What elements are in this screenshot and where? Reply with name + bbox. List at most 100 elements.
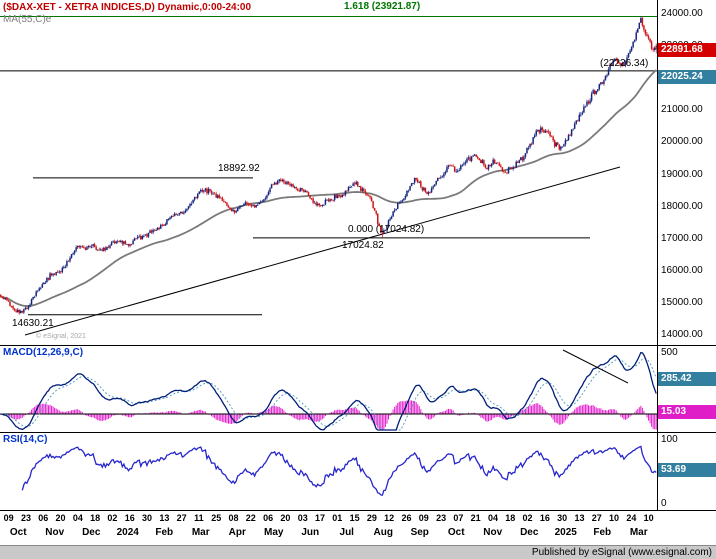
up-candle-bodies [4, 18, 656, 314]
x-axis-month-label: 2025 [554, 527, 577, 538]
x-axis-day-label: 09 [3, 513, 14, 523]
resistance-level-label: 18892.92 [218, 163, 260, 174]
axis-tick-label: 20000.00 [661, 136, 703, 148]
x-axis-day-label: 15 [349, 513, 360, 523]
time-axis[interactable]: 09 23 06 20 04 18 02 16 30 13 27 11 25 08 22 06 20 03 17 01… [0, 511, 716, 545]
rsi-chart-plot[interactable] [0, 433, 657, 510]
horizontal-line-value-label: (22226.34) [600, 58, 649, 69]
price-axis[interactable]: 24000.0023000.0022000.0021000.0020000.00… [658, 0, 716, 345]
x-axis-day-label: 16 [124, 513, 135, 523]
macd-downtrend-line [562, 349, 629, 384]
x-axis-month-label: May [264, 527, 284, 538]
x-axis-month-label: Feb [155, 527, 174, 538]
axis-tick-label: 19000.00 [661, 168, 703, 180]
uptrend-line [24, 166, 621, 336]
price-panel: ($DAX-XET - XETRA INDICES,D) Dynamic,0:0… [0, 0, 716, 345]
status-bar: Published by eSignal (www.esignal.com) [0, 545, 716, 559]
x-axis-day-label: 06 [38, 513, 49, 523]
macd-chart-plot[interactable] [0, 346, 657, 432]
x-axis-day-label: 22 [245, 513, 256, 523]
x-axis-day-label: 16 [539, 513, 550, 523]
x-axis-month-label: Sep [410, 527, 429, 538]
time-axis-days-row: 09 23 06 20 04 18 02 16 30 13 27 11 25 08 22 06 20 03 17 01… [0, 513, 657, 523]
x-axis-day-label: 04 [487, 513, 498, 523]
x-axis-month-label: 2024 [116, 527, 139, 538]
x-axis-month-label: Oct [9, 527, 27, 538]
panel-separator [0, 345, 716, 346]
x-axis-day-label: 30 [557, 513, 568, 523]
x-axis-month-label: Jul [339, 527, 354, 538]
x-axis-day-label: 18 [90, 513, 101, 523]
macd-value-badge: 285.42 [658, 372, 716, 386]
x-axis-day-label: 24 [626, 513, 637, 523]
macd-panel: MACD(12,26,9,C) 5000 285.42 15.03 [0, 346, 716, 432]
x-axis-month-label: Dec [82, 527, 101, 538]
rsi-panel: RSI(14,C) 100500 53.69 [0, 433, 716, 510]
x-axis-day-label: 10 [609, 513, 620, 523]
x-axis-day-label: 23 [20, 513, 31, 523]
axis-separator [657, 0, 658, 510]
x-axis-day-label: 04 [72, 513, 83, 523]
publisher-label: Published by eSignal (www.esignal.com) [531, 547, 712, 558]
axis-tick-label: 18000.00 [661, 200, 703, 212]
macd-study-label: MACD(12,26,9,C) [3, 347, 84, 358]
axis-tick-label: 15000.00 [661, 296, 703, 308]
support-level-label: 14630.21 [12, 318, 54, 329]
ma-study-label: MA(55,C)e [3, 14, 52, 25]
x-axis-day-label: 09 [418, 513, 429, 523]
x-axis-day-label: 13 [574, 513, 585, 523]
x-axis-day-label: 06 [263, 513, 274, 523]
panel-separator [0, 510, 716, 511]
axis-tick-label: 100 [661, 434, 678, 445]
macd-axis[interactable]: 5000 [658, 346, 716, 432]
x-axis-day-label: 01 [332, 513, 343, 523]
x-axis-day-label: 18 [505, 513, 516, 523]
x-axis-day-label: 30 [142, 513, 153, 523]
x-axis-day-label: 20 [55, 513, 66, 523]
chart-title: ($DAX-XET - XETRA INDICES,D) Dynamic,0:0… [3, 2, 252, 13]
x-axis-day-label: 10 [643, 513, 654, 523]
panel-separator [0, 432, 716, 433]
axis-tick-label: 21000.00 [661, 104, 703, 116]
axis-tick-label: 16000.00 [661, 264, 703, 276]
price-chart-plot[interactable] [0, 0, 657, 345]
ma55-line [0, 69, 657, 307]
axis-tick-label: 500 [661, 347, 678, 358]
x-axis-month-label: Jun [301, 527, 320, 538]
x-axis-day-label: 08 [228, 513, 239, 523]
axis-tick-label: 14000.00 [661, 329, 703, 340]
x-axis-day-label: 03 [297, 513, 308, 523]
x-axis-day-label: 11 [194, 513, 204, 523]
axis-tick-label: 0 [661, 498, 667, 509]
x-axis-month-label: Mar [629, 527, 648, 538]
x-axis-day-label: 13 [159, 513, 170, 523]
x-axis-month-label: Oct [447, 527, 465, 538]
macd-line [0, 351, 657, 431]
x-axis-month-label: Feb [593, 527, 612, 538]
rsi-value-badge: 53.69 [658, 463, 716, 477]
x-axis-day-label: 23 [436, 513, 447, 523]
x-axis-month-label: Nov [45, 527, 65, 538]
x-axis-month-label: Dec [520, 527, 539, 538]
x-axis-day-label: 21 [470, 513, 481, 523]
x-axis-day-label: 20 [280, 513, 291, 523]
x-axis-day-label: 27 [591, 513, 602, 523]
x-axis-day-label: 26 [401, 513, 412, 523]
ma-value-badge: 22025.24 [658, 70, 716, 84]
up-candle-wicks [5, 16, 656, 314]
last-price-badge: 22891.68 [658, 43, 716, 57]
fib-zero-label: 0.000 (17024.82) [348, 224, 425, 235]
x-axis-day-label: 17 [314, 513, 325, 523]
x-axis-day-label: 29 [366, 513, 377, 523]
copyright-label: © eSignal, 2021 [36, 333, 86, 340]
macd-histogram-badge: 15.03 [658, 405, 716, 419]
x-axis-month-label: Nov [483, 527, 503, 538]
x-axis-month-label: Apr [228, 527, 246, 538]
x-axis-day-label: 25 [211, 513, 222, 523]
x-axis-month-label: Mar [191, 527, 210, 538]
x-axis-day-label: 02 [522, 513, 533, 523]
fib-extension-label: 1.618 (23921.87) [344, 1, 421, 12]
rsi-study-label: RSI(14,C) [3, 434, 48, 445]
down-candle-bodies [0, 18, 657, 314]
down-candle-wicks [0, 16, 657, 315]
